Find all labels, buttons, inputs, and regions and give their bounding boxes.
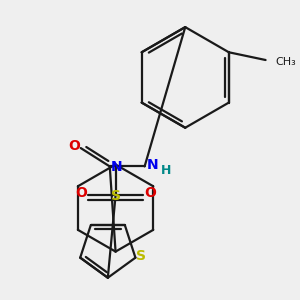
Text: H: H <box>161 164 171 177</box>
Text: CH₃: CH₃ <box>275 57 296 67</box>
Text: O: O <box>145 186 156 200</box>
Text: O: O <box>68 139 80 153</box>
Text: O: O <box>75 186 87 200</box>
Text: S: S <box>136 249 146 263</box>
Text: S: S <box>111 189 121 203</box>
Text: N: N <box>146 158 158 172</box>
Text: N: N <box>111 160 122 174</box>
